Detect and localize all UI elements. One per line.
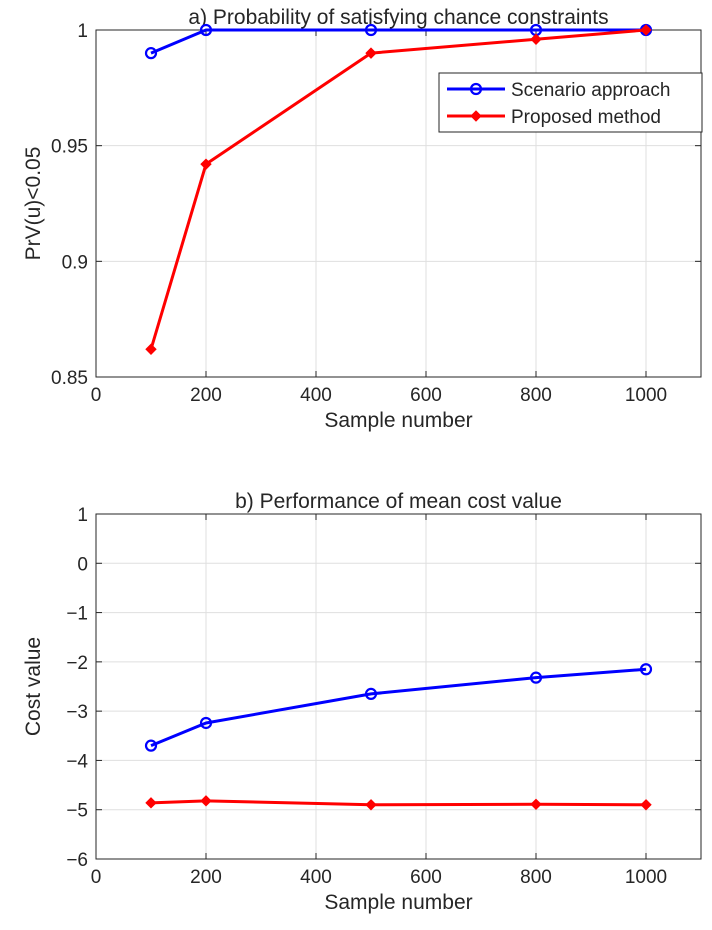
bottom-y-tick-label: −1 (66, 604, 88, 625)
bottom-y-tick-label: −5 (66, 801, 88, 822)
bottom-x-tick-label: 400 (300, 867, 332, 888)
top-blue-data-point (364, 23, 378, 37)
bottom-x-tick-label: 0 (91, 867, 102, 888)
top-x-tick-label: 400 (300, 385, 332, 406)
top-x-axis-label: Sample number (324, 409, 472, 432)
top-x-tick-label: 1000 (625, 385, 667, 406)
bottom-y-axis-label: Cost value (22, 637, 45, 736)
bottom-blue-data-point (639, 663, 653, 676)
bottom-red-data-point (145, 797, 157, 809)
bottom-y-tick-label: −4 (66, 751, 88, 772)
bottom-x-tick-label: 1000 (625, 867, 667, 888)
bottom-blue-data-point (364, 687, 378, 700)
bottom-red-data-point (365, 799, 377, 811)
bottom-y-tick-label: −2 (66, 653, 88, 674)
legend-marker-diamond (470, 110, 482, 122)
top-x-tick-label: 0 (91, 385, 102, 406)
bottom-x-tick-label: 800 (520, 867, 552, 888)
top-y-tick-label: 0.95 (51, 137, 88, 158)
bottom-red-data-point (640, 799, 652, 811)
bottom-y-tick-label: −6 (66, 850, 88, 871)
bottom-axes-box (95, 513, 702, 860)
top-red-data-point (365, 47, 377, 59)
top-red-data-point (530, 33, 542, 45)
bottom-y-tick-label: 0 (77, 554, 88, 575)
legend-label-1: Scenario approach (511, 80, 671, 101)
top-chart-title: a) Probability of satisfying chance cons… (188, 6, 608, 29)
legend-marker-circle (469, 82, 483, 96)
top-x-tick-label: 600 (410, 385, 442, 406)
bottom-red-data-point (200, 795, 212, 807)
bottom-blue-data-point (199, 716, 213, 730)
top-red-data-point (200, 158, 212, 170)
bottom-plot-area (96, 514, 701, 859)
top-x-tick-label: 200 (190, 385, 222, 406)
bottom-x-tick-label: 200 (190, 867, 222, 888)
bottom-chart: 0 200 400 600 800 1000 −6 −5 −4 −3 −2 −1 0 1 b) Perfor… (22, 490, 702, 914)
top-red-data-point (640, 24, 652, 36)
bottom-blue-series-line (150, 667, 647, 748)
bottom-red-data-point (530, 798, 542, 810)
bottom-chart-title: b) Performance of mean cost value (235, 490, 562, 513)
top-chart: 0 200 400 600 800 1000 0.85 0.9 0.95 1 a) Probabil… (22, 6, 703, 432)
top-y-tick-label: 0.9 (62, 252, 88, 273)
top-blue-data-point (199, 23, 213, 37)
bottom-x-axis-label: Sample number (324, 891, 472, 914)
top-blue-data-point (144, 47, 158, 60)
top-x-tick-label: 800 (520, 385, 552, 406)
bottom-blue-data-point (529, 671, 543, 684)
bottom-y-tick-label: 1 (77, 505, 88, 526)
top-y-axis-label: PrV(u)<0.05 (22, 147, 45, 261)
top-legend: Scenario approach Proposed method (438, 72, 703, 133)
legend-label-2: Proposed method (511, 107, 661, 128)
bottom-blue-data-point (144, 739, 158, 752)
top-blue-series-line (150, 28, 646, 55)
legend-box (438, 72, 703, 133)
bottom-y-tick-label: −3 (66, 702, 88, 723)
bottom-x-tick-label: 600 (410, 867, 442, 888)
top-y-tick-label: 1 (77, 21, 88, 42)
top-red-data-point (145, 343, 157, 355)
top-y-tick-label: 0.85 (51, 368, 88, 389)
